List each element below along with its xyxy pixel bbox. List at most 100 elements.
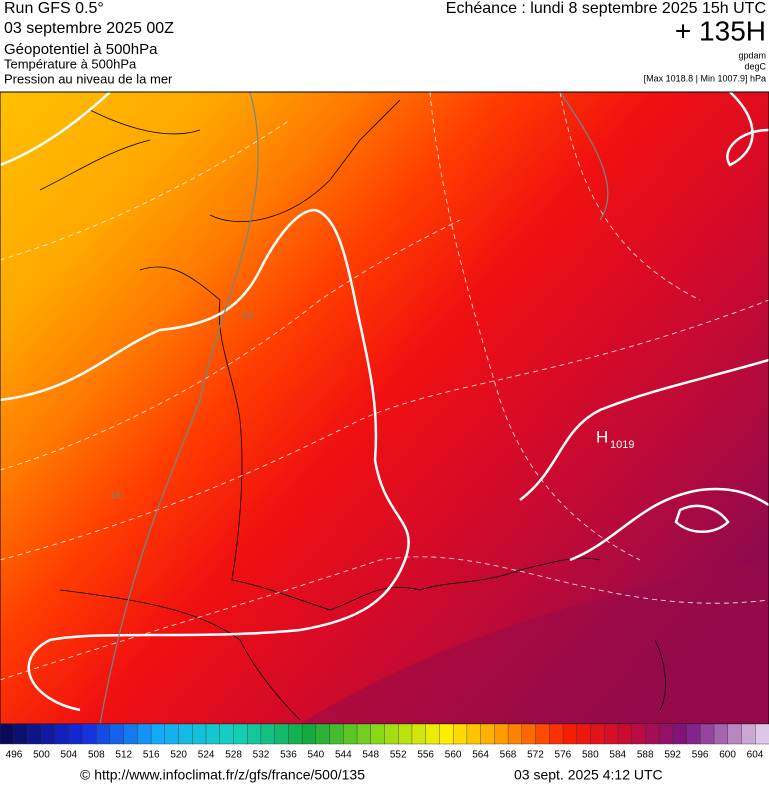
- run-title: Run GFS 0.5°: [4, 0, 104, 17]
- colorbar-cell: [54, 723, 70, 745]
- colorbar-cell: [755, 723, 769, 745]
- colorbar-cell: [68, 723, 84, 745]
- colorbar-tick-label: 520: [170, 750, 187, 761]
- field-label: Température à 500hPa: [4, 56, 137, 71]
- colorbar-cell: [425, 723, 441, 745]
- footer-timestamp: 03 sept. 2025 4:12 UTC: [514, 767, 663, 783]
- colorbar-tick-label: 524: [198, 750, 215, 761]
- colorbar-cell: [658, 723, 674, 745]
- colorbar-tick-label: 584: [609, 750, 626, 761]
- colorbar-tick-label: 536: [280, 750, 297, 761]
- colorbar-tick-label: 504: [61, 750, 78, 761]
- colorbar-cell: [384, 723, 399, 745]
- colorbar-tick-label: 540: [308, 750, 325, 761]
- contour-label: 16: [242, 311, 254, 322]
- colorbar-cell: [398, 723, 413, 745]
- coastlines: [39, 99, 666, 721]
- colorbar-tick-label: 560: [445, 750, 462, 761]
- colorbar-cell: [466, 723, 482, 745]
- colorbar-cell: [137, 723, 152, 745]
- colorbar-cell: [329, 723, 345, 745]
- colorbar-tick-label: 496: [6, 750, 23, 761]
- colorbar-tick-label: 516: [143, 750, 160, 761]
- colorbar-cell: [274, 723, 290, 745]
- lead-time: + 135H: [675, 15, 766, 46]
- colorbar-cell: [617, 723, 633, 745]
- colorbar-tick-label: 548: [362, 750, 379, 761]
- colorbar-cell: [645, 723, 660, 745]
- run-date: 03 septembre 2025 00Z: [4, 20, 174, 37]
- colorbar-cell: [727, 723, 743, 745]
- field-label: Géopotentiel à 500hPa: [4, 41, 158, 58]
- colorbar-cell: [205, 723, 221, 745]
- temperature-lines: [99, 92, 609, 724]
- footer-url: © http://www.infoclimat.fr/z/gfs/france/…: [80, 767, 365, 783]
- colorbar-cell: [631, 723, 647, 745]
- colorbar-cell: [686, 723, 702, 745]
- colorbar-cell: [301, 723, 317, 745]
- colorbar-tick-label: 576: [555, 750, 572, 761]
- forecast-time: Echéance : lundi 8 septembre 2025 15h UT…: [446, 0, 766, 17]
- map: H 1019 16 16: [0, 92, 769, 724]
- colorbar-cell: [343, 723, 358, 745]
- colorbar-cell: [260, 723, 276, 745]
- colorbar-cell: [356, 723, 372, 745]
- colorbar-cell: [672, 723, 688, 745]
- colorbar-cell: [494, 723, 509, 745]
- colorbar-cell: [233, 723, 248, 745]
- isobars: [0, 92, 769, 712]
- colorbar-tick-label: 508: [88, 750, 105, 761]
- colorbar-cell: [411, 723, 427, 745]
- colorbar-cell: [246, 723, 262, 745]
- colorbar-cell: [315, 723, 331, 745]
- colorbar-cell: [288, 723, 303, 745]
- colorbar-tick-label: 600: [719, 750, 736, 761]
- colorbar-cell: [95, 723, 111, 745]
- isotherms: [0, 92, 769, 681]
- colorbar-tick-label: 596: [692, 750, 709, 761]
- colorbar-tick-label: 556: [417, 750, 434, 761]
- colorbar-cell: [439, 723, 454, 745]
- high-letter: H: [596, 427, 608, 446]
- colorbar-cell: [562, 723, 578, 745]
- colorbar-tick-label: 552: [390, 750, 407, 761]
- contour-label: 16: [110, 491, 122, 502]
- colorbar-cell: [192, 723, 207, 745]
- colorbar-cell: [713, 723, 729, 745]
- colorbar-tick-label: 500: [33, 750, 50, 761]
- colorbar-cell: [123, 723, 139, 745]
- colorbar-cell: [700, 723, 715, 745]
- colorbar-cell: [178, 723, 193, 745]
- colorbar-cell: [507, 723, 523, 745]
- colorbar-tick-label: 604: [747, 750, 764, 761]
- colorbar-cell: [0, 723, 15, 745]
- colorbar: 496 500 504 508 512 516 520 524 528 532 536 540 544 5…: [0, 723, 769, 761]
- colorbar-tick-label: 572: [527, 750, 544, 761]
- colorbar-cell: [370, 723, 386, 745]
- colorbar-cell: [13, 723, 29, 745]
- field-band: [300, 560, 769, 724]
- colorbar-tick-label: 512: [115, 750, 132, 761]
- colorbar-cell: [521, 723, 537, 745]
- colorbar-cell: [741, 723, 756, 745]
- colorbar-tick-label: 528: [225, 750, 242, 761]
- colorbar-cell: [452, 723, 468, 745]
- colorbar-tick-label: 564: [472, 750, 489, 761]
- unit-label: gpdam: [738, 50, 766, 60]
- colorbar-tick-label: 568: [500, 750, 517, 761]
- colorbar-cell: [164, 723, 180, 745]
- colorbar-tick-label: 544: [335, 750, 352, 761]
- high-value: 1019: [610, 439, 634, 451]
- colorbar-cell: [535, 723, 550, 745]
- colorbar-tick-label: 588: [637, 750, 654, 761]
- colorbar-tick-label: 592: [664, 750, 681, 761]
- pressure-range: [Max 1018.8 | Min 1007.9] hPa: [644, 73, 766, 83]
- colorbar-tick-label: 532: [253, 750, 270, 761]
- colorbar-cell: [480, 723, 496, 745]
- colorbar-cell: [40, 723, 56, 745]
- colorbar-cell: [219, 723, 235, 745]
- colorbar-cell: [604, 723, 619, 745]
- colorbar-cell: [109, 723, 125, 745]
- colorbar-cell: [576, 723, 592, 745]
